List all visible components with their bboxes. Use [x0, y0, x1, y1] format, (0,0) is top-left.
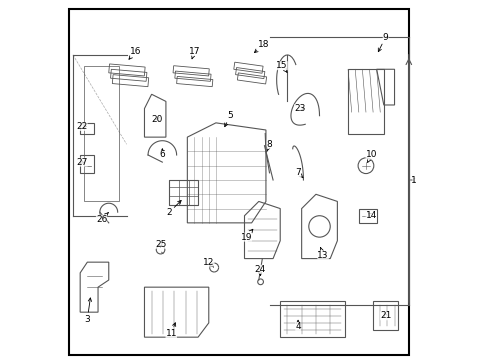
- Text: 22: 22: [76, 122, 87, 131]
- Text: 2: 2: [166, 201, 181, 217]
- Bar: [173, 66, 209, 76]
- Text: 3: 3: [84, 298, 91, 324]
- Bar: [110, 69, 146, 81]
- Text: 12: 12: [203, 258, 214, 267]
- Bar: [169, 180, 198, 205]
- Bar: [235, 68, 264, 78]
- Bar: [233, 62, 263, 73]
- Text: 15: 15: [276, 61, 287, 72]
- Text: 13: 13: [317, 248, 328, 260]
- Text: 20: 20: [151, 115, 163, 124]
- Text: 19: 19: [240, 229, 252, 242]
- Text: 10: 10: [365, 150, 376, 162]
- Text: 7: 7: [295, 168, 303, 178]
- Text: 6: 6: [159, 149, 165, 159]
- Text: 16: 16: [129, 47, 141, 59]
- Bar: [112, 75, 148, 87]
- Text: 5: 5: [224, 111, 233, 127]
- Text: 1: 1: [410, 176, 416, 185]
- Bar: [237, 73, 266, 84]
- Text: 26: 26: [96, 213, 108, 224]
- Text: 9: 9: [378, 33, 387, 51]
- Text: 18: 18: [254, 40, 269, 53]
- Bar: [80, 123, 94, 134]
- Bar: [175, 71, 211, 81]
- Text: 14: 14: [365, 211, 376, 220]
- Bar: [176, 76, 212, 87]
- Text: 8: 8: [266, 140, 272, 152]
- Text: 25: 25: [155, 240, 166, 249]
- Text: 21: 21: [379, 311, 390, 320]
- Text: 27: 27: [76, 158, 87, 167]
- Text: 11: 11: [165, 323, 177, 338]
- Bar: [108, 64, 145, 76]
- Text: 4: 4: [295, 320, 300, 331]
- Text: 17: 17: [188, 47, 200, 59]
- Bar: [347, 69, 383, 134]
- Bar: [358, 208, 376, 223]
- Bar: [83, 66, 119, 202]
- Bar: [80, 155, 94, 173]
- Text: 23: 23: [294, 104, 305, 113]
- Text: 24: 24: [254, 265, 265, 275]
